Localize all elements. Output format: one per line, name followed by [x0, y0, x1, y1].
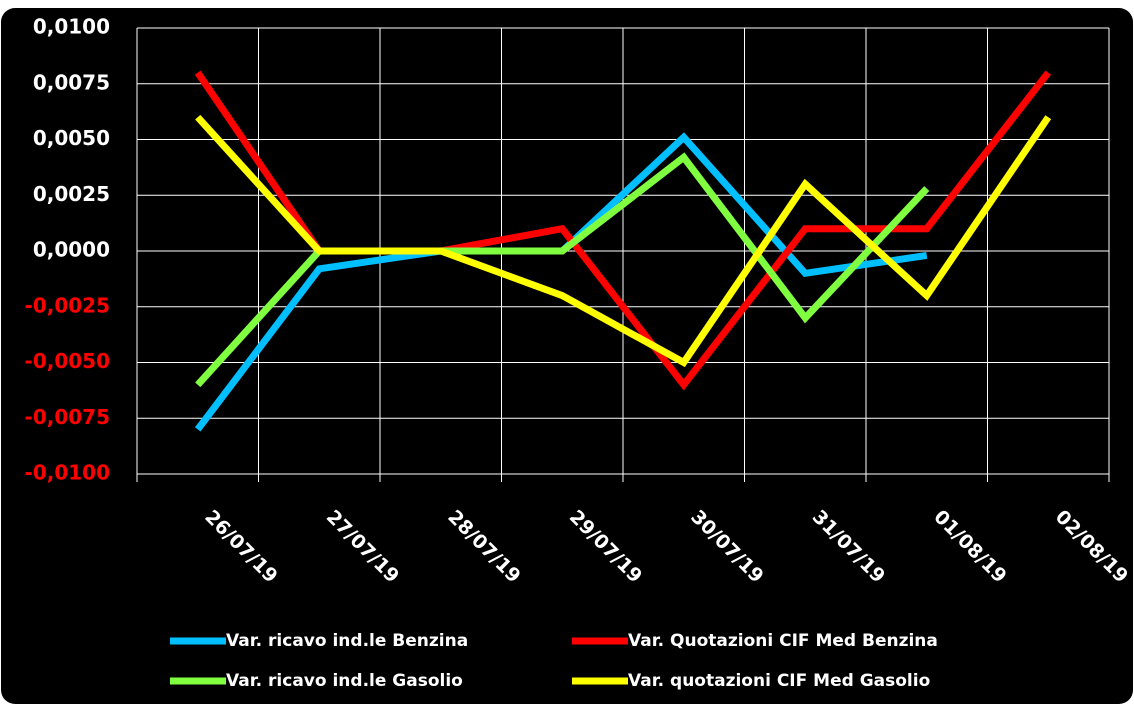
y-tick-label: 0,0100: [33, 15, 110, 39]
legend-label: Var. ricavo ind.le Benzina: [226, 631, 468, 651]
y-tick-label: 0,0050: [33, 126, 110, 150]
y-tick-label: -0,0050: [25, 349, 110, 373]
legend-label: Var. ricavo ind.le Gasolio: [226, 671, 463, 691]
y-tick-label: 0,0075: [33, 70, 110, 94]
y-tick-label: -0,0100: [25, 461, 110, 485]
y-tick-label: -0,0025: [25, 293, 110, 317]
legend-label: Var. Quotazioni CIF Med Benzina: [628, 631, 938, 651]
legend-label: Var. quotazioni CIF Med Gasolio: [628, 671, 930, 691]
y-tick-label: 0,0000: [33, 238, 110, 262]
y-tick-label: 0,0025: [33, 182, 110, 206]
y-tick-label: -0,0075: [25, 405, 110, 429]
chart-background: [1, 8, 1133, 704]
series-line: [195, 114, 1052, 368]
